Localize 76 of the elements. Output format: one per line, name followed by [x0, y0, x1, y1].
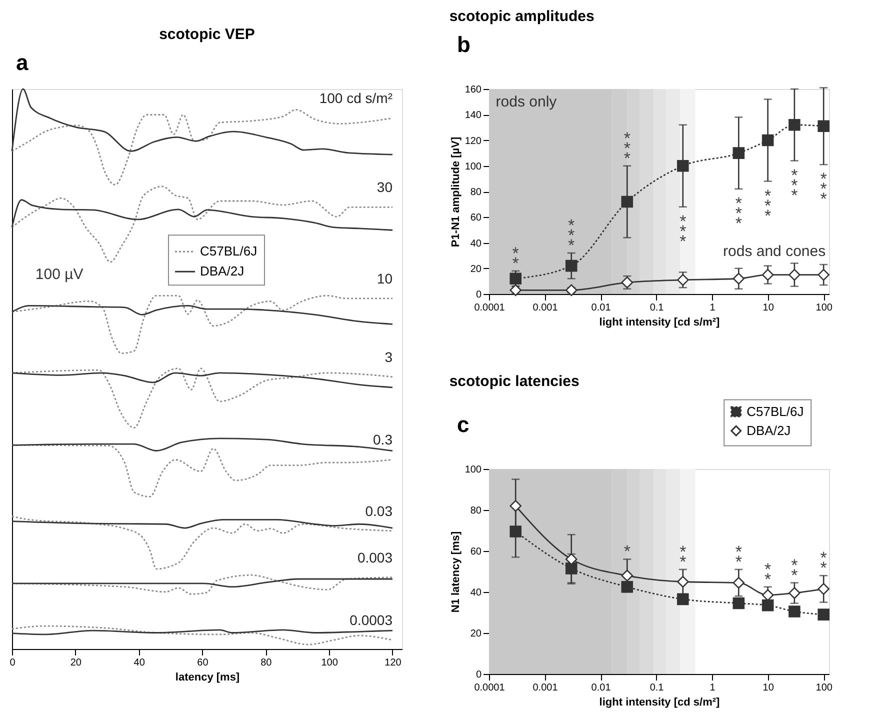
annotation: 0.0003 — [350, 612, 393, 628]
chart-title: scotopic amplitudes — [449, 8, 594, 25]
annotation: *** — [764, 186, 772, 226]
text: b — [457, 32, 470, 57]
y-tick-label: 0 — [476, 290, 482, 300]
legend-label: DBA/2J — [200, 264, 244, 279]
x-tick-label: 1 — [710, 682, 716, 694]
x-tick-label: 100 — [816, 682, 833, 694]
annotation: rods only — [496, 93, 558, 110]
x-tick-label: 0.0001 — [474, 682, 506, 694]
y-tick-label: 40 — [470, 588, 482, 598]
annotation: 30 — [376, 179, 393, 196]
text: c — [457, 412, 470, 437]
x-tick-label: 0 — [10, 658, 16, 668]
x-tick-label: 40 — [134, 658, 146, 668]
x-axis-title: latency [ms] — [175, 672, 240, 684]
annotation: *** — [568, 216, 576, 255]
annotation: ** — [680, 542, 687, 572]
annotation: 0.03 — [365, 502, 393, 519]
annotation: 100 cd s/m² — [319, 90, 393, 106]
x-tick-label: 120 — [384, 658, 402, 668]
y-tick-label: 80 — [470, 187, 482, 198]
annotation: ** — [764, 560, 772, 589]
y-axis-title: N1 latency [ms] — [450, 531, 462, 613]
y-tick-label: 140 — [464, 110, 482, 122]
chart-title: scotopic VEP — [159, 26, 255, 43]
legend-label: C57BL/6J — [200, 244, 258, 259]
x-tick-label: 60 — [197, 658, 209, 668]
x-tick-label: 80 — [260, 658, 272, 668]
annotation: 100 µV — [35, 266, 84, 283]
y-tick-label: 100 — [464, 464, 482, 476]
text: a — [16, 50, 29, 75]
legend-label: DBA/2J — [746, 422, 791, 438]
annotation: ** — [735, 542, 742, 572]
annotation: *** — [624, 128, 631, 168]
annotation: ** — [820, 548, 828, 578]
annotation: *** — [735, 194, 742, 233]
x-tick-label: 20 — [70, 658, 82, 668]
x-tick-label: 0.0001 — [474, 302, 506, 314]
x-tick-label: 1 — [710, 302, 716, 314]
x-tick-label: 0.001 — [532, 302, 558, 314]
y-tick-label: 80 — [470, 506, 482, 516]
annotation: rods and cones — [723, 242, 826, 260]
x-tick-label: 100 — [816, 302, 833, 314]
y-tick-label: 60 — [470, 546, 482, 558]
y-tick-label: 60 — [470, 212, 482, 224]
annotation: ** — [791, 556, 798, 585]
x-axis-title: light intensity [cd s/m²] — [599, 316, 720, 328]
y-tick-label: 100 — [464, 161, 482, 172]
annotation: *** — [791, 166, 798, 205]
x-tick-label: 0.1 — [650, 302, 664, 314]
y-axis-title: P1-N1 amplitude [µV] — [450, 136, 462, 248]
annotation: 0.003 — [357, 549, 393, 566]
y-tick-label: 160 — [464, 84, 482, 96]
legend-label: C57BL/6J — [746, 404, 804, 419]
x-tick-label: 0.1 — [650, 682, 664, 694]
x-tick-label: 10 — [762, 302, 774, 314]
x-tick-label: 0.001 — [532, 682, 558, 694]
y-tick-label: 40 — [470, 238, 482, 250]
y-tick-label: 0 — [476, 670, 482, 680]
y-tick-label: 20 — [470, 628, 482, 640]
annotation: *** — [820, 170, 828, 209]
chart-title: scotopic latencies — [449, 372, 580, 390]
x-tick-label: 100 — [321, 658, 338, 668]
annotation: ** — [512, 244, 520, 273]
x-tick-label: 0.01 — [591, 682, 612, 694]
annotation: 3 — [384, 348, 393, 365]
annotation: *** — [680, 212, 687, 251]
x-tick-label: 10 — [762, 682, 774, 694]
x-axis-title: light intensity [cd s/m²] — [599, 696, 720, 708]
x-tick-label: 0.01 — [591, 302, 612, 314]
annotation: 10 — [376, 270, 393, 286]
annotation: 0.3 — [373, 432, 393, 448]
y-tick-label: 20 — [470, 264, 482, 275]
y-tick-label: 120 — [464, 136, 482, 147]
annotation: * — [624, 542, 631, 562]
